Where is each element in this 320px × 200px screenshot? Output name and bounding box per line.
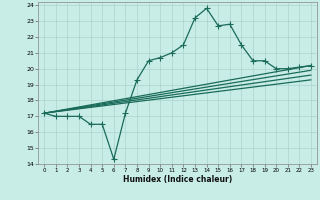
X-axis label: Humidex (Indice chaleur): Humidex (Indice chaleur) xyxy=(123,175,232,184)
